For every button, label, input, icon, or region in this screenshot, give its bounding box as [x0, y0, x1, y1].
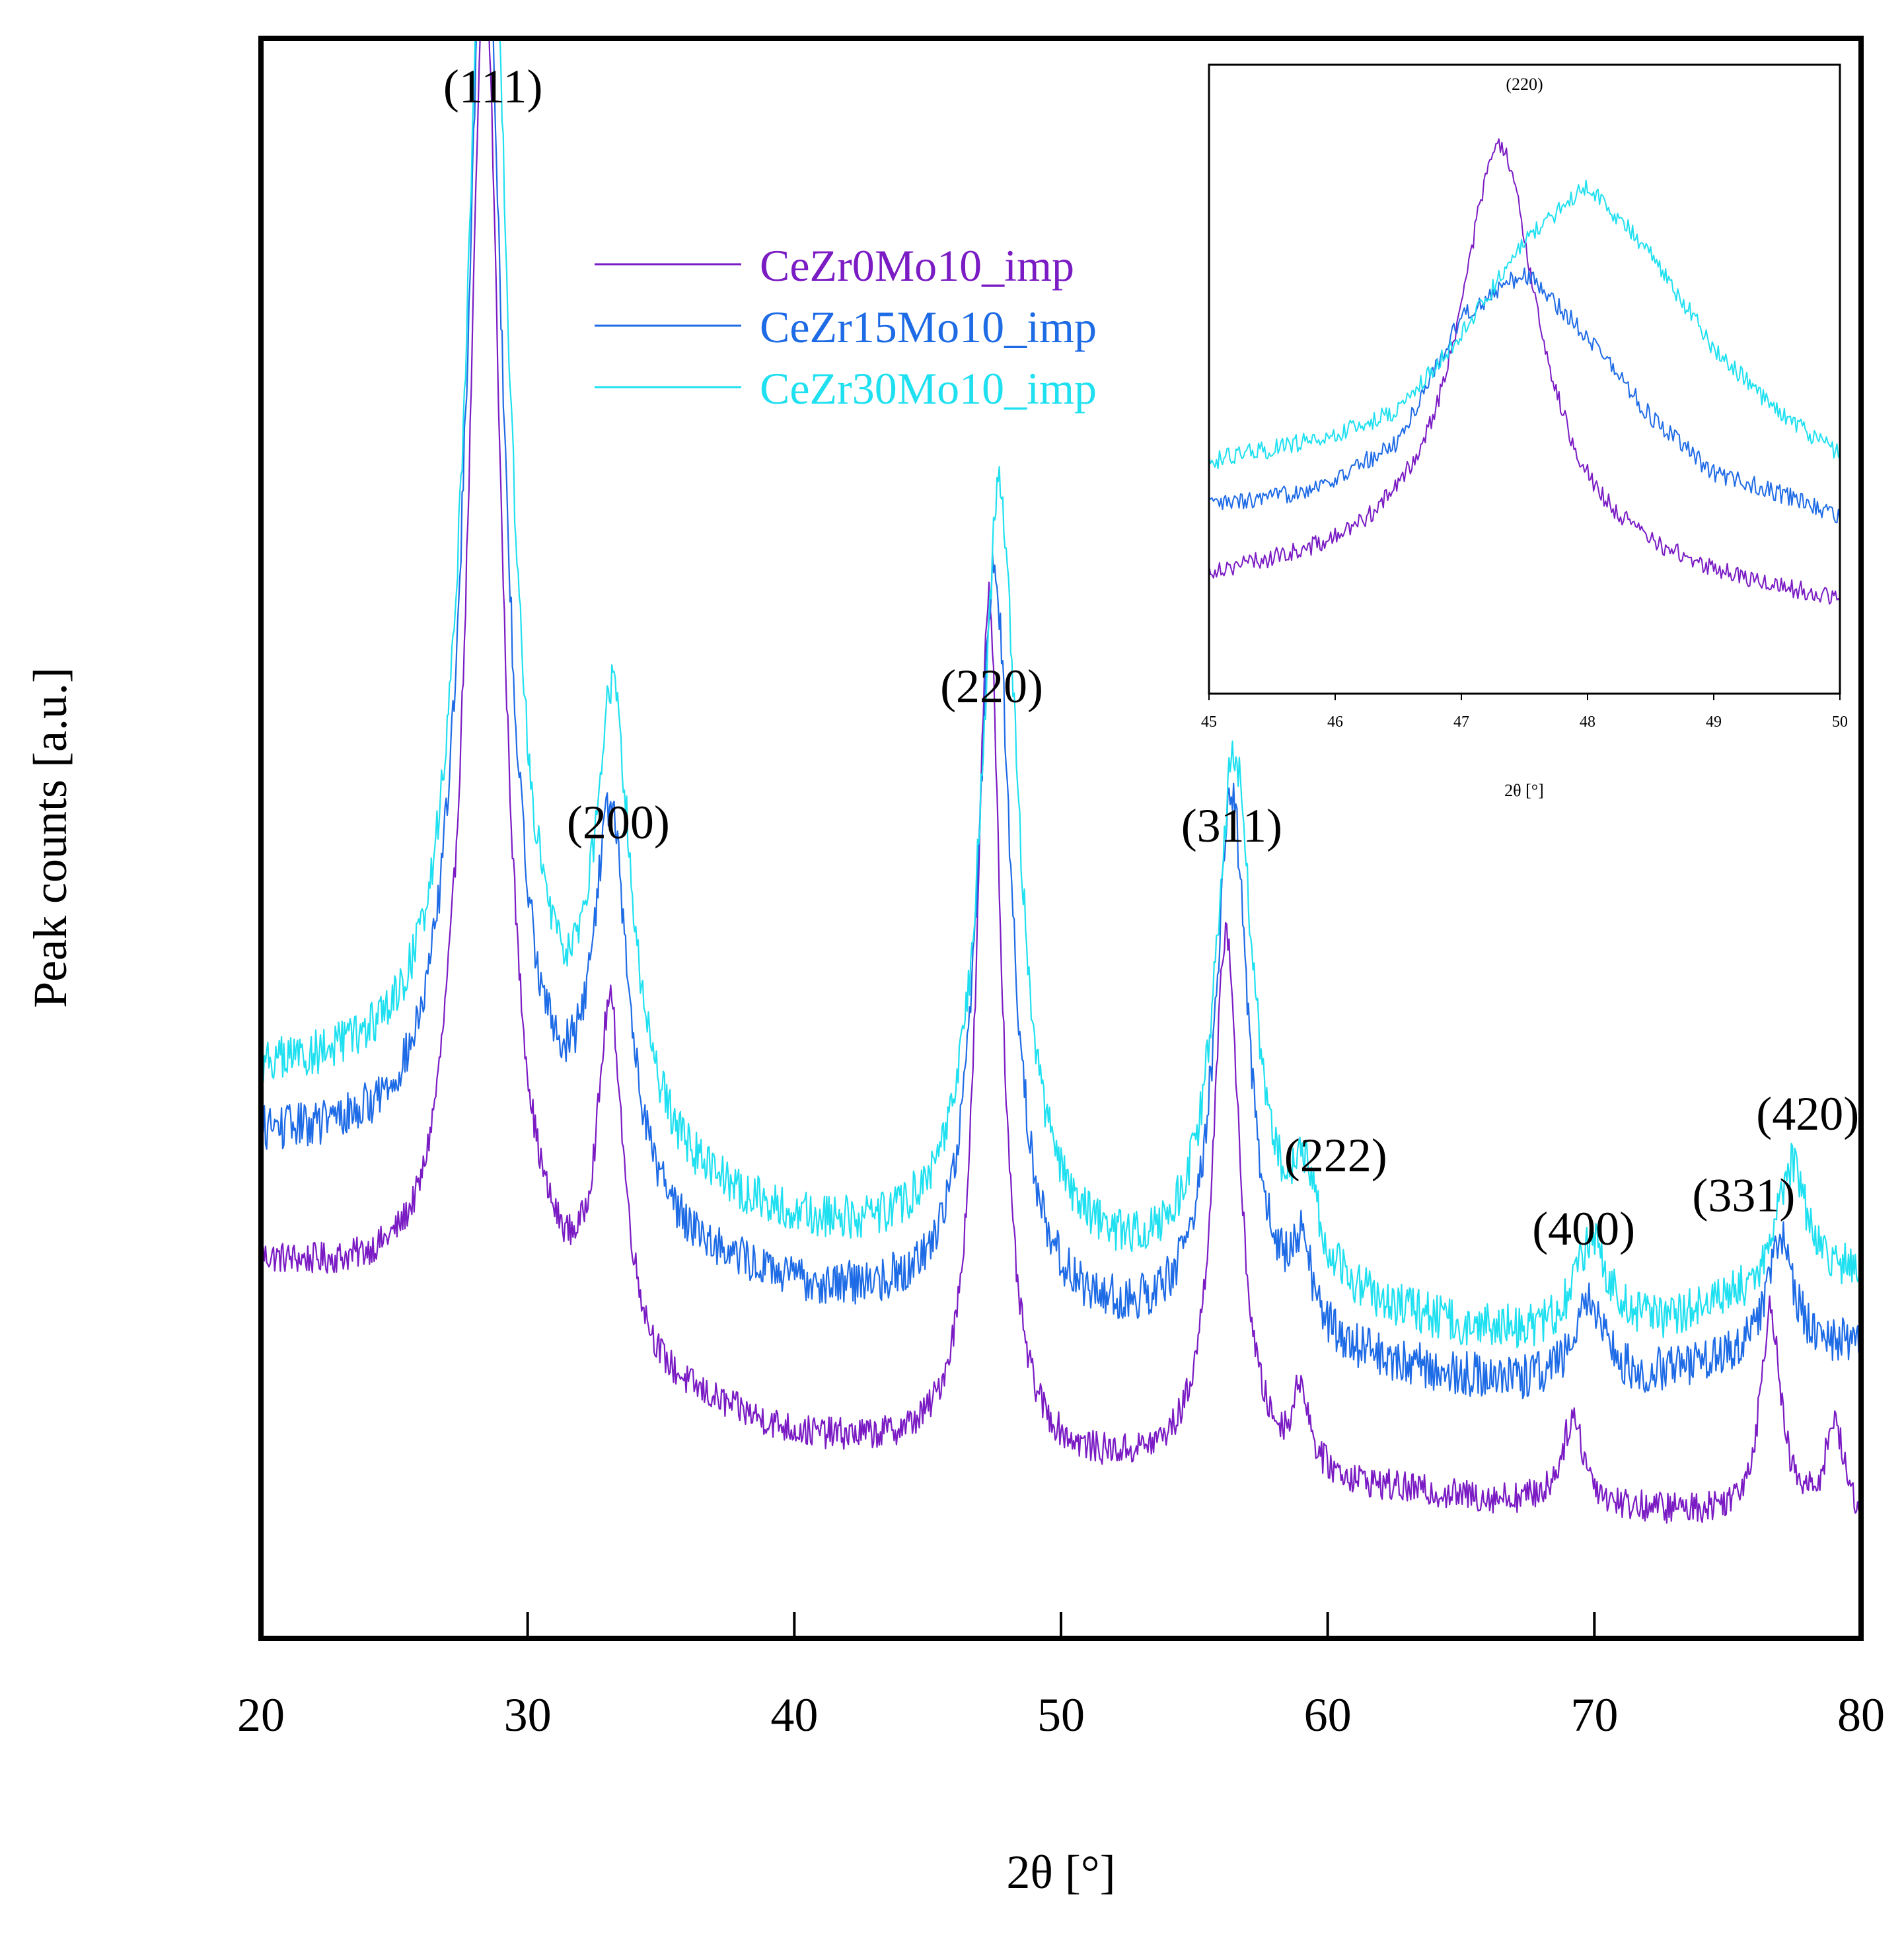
- peak-label: (220): [940, 660, 1043, 713]
- main-series-group: [261, 38, 1861, 1524]
- inset-peak-labels: (220): [1506, 75, 1543, 94]
- inset-background: [1209, 65, 1840, 694]
- legend-label-0: CeZr0Mo10_imp: [760, 240, 1074, 291]
- x-tick-label: 20: [237, 1689, 285, 1741]
- peak-label: (420): [1756, 1087, 1859, 1140]
- x-tick-label: 45: [1201, 713, 1217, 731]
- peak-label: (400): [1532, 1202, 1635, 1255]
- legend: CeZr0Mo10_imp CeZr15Mo10_imp CeZr30Mo10_…: [595, 240, 1097, 414]
- series-line-CeZr30Mo10_imp: [1209, 180, 1840, 470]
- peak-label: (331): [1692, 1169, 1795, 1222]
- series-line-CeZr0Mo10_imp: [261, 38, 1861, 1524]
- legend-label-1: CeZr15Mo10_imp: [760, 302, 1097, 352]
- x-tick-label: 60: [1304, 1689, 1352, 1741]
- series-line-CeZr0Mo10_imp: [1209, 138, 1840, 605]
- peak-label: (220): [1506, 75, 1543, 94]
- x-tick-label: 50: [1832, 713, 1848, 731]
- main-x-ticks: 20 30 40 50 60 70 80: [237, 1612, 1885, 1741]
- x-tick-label: 47: [1453, 713, 1469, 731]
- x-tick-label: 80: [1837, 1689, 1885, 1741]
- peak-label: (111): [443, 60, 543, 113]
- x-tick-label: 30: [504, 1689, 552, 1741]
- series-line-CeZr30Mo10_imp: [261, 38, 1861, 1348]
- inset-series-group: [1209, 138, 1840, 605]
- x-tick-label: 46: [1327, 713, 1343, 731]
- x-axis-label: 2θ [°]: [1006, 1846, 1115, 1899]
- x-tick-label: 70: [1570, 1689, 1618, 1741]
- peak-label: (222): [1284, 1129, 1387, 1182]
- series-line-CeZr15Mo10_imp: [261, 38, 1861, 1400]
- main-plot: 20 30 40 50 60 70 80 (111) (200) (220) (311) (222)…: [24, 36, 1885, 1899]
- main-peak-labels: (111) (200) (220) (311) (222) (400) (331) (420): [443, 60, 1859, 1255]
- x-tick-label: 50: [1037, 1689, 1085, 1741]
- x-tick-label: 40: [770, 1689, 818, 1741]
- inset-plot: 45 46 47 48 49 50 (220) 2θ [°]: [1201, 63, 1848, 800]
- inset-x-ticks: 45 46 47 48 49 50: [1201, 694, 1848, 731]
- peak-label: (311): [1181, 799, 1282, 852]
- inset-x-axis-label: 2θ [°]: [1504, 781, 1544, 800]
- y-axis-label: Peak counts [a.u.]: [24, 667, 77, 1008]
- peak-label: (200): [567, 796, 670, 849]
- inset-plot-frame: [1208, 63, 1841, 695]
- series-line-CeZr15Mo10_imp: [1209, 267, 1840, 524]
- x-tick-label: 49: [1706, 713, 1722, 731]
- x-tick-label: 48: [1580, 713, 1595, 731]
- legend-label-2: CeZr30Mo10_imp: [760, 363, 1097, 414]
